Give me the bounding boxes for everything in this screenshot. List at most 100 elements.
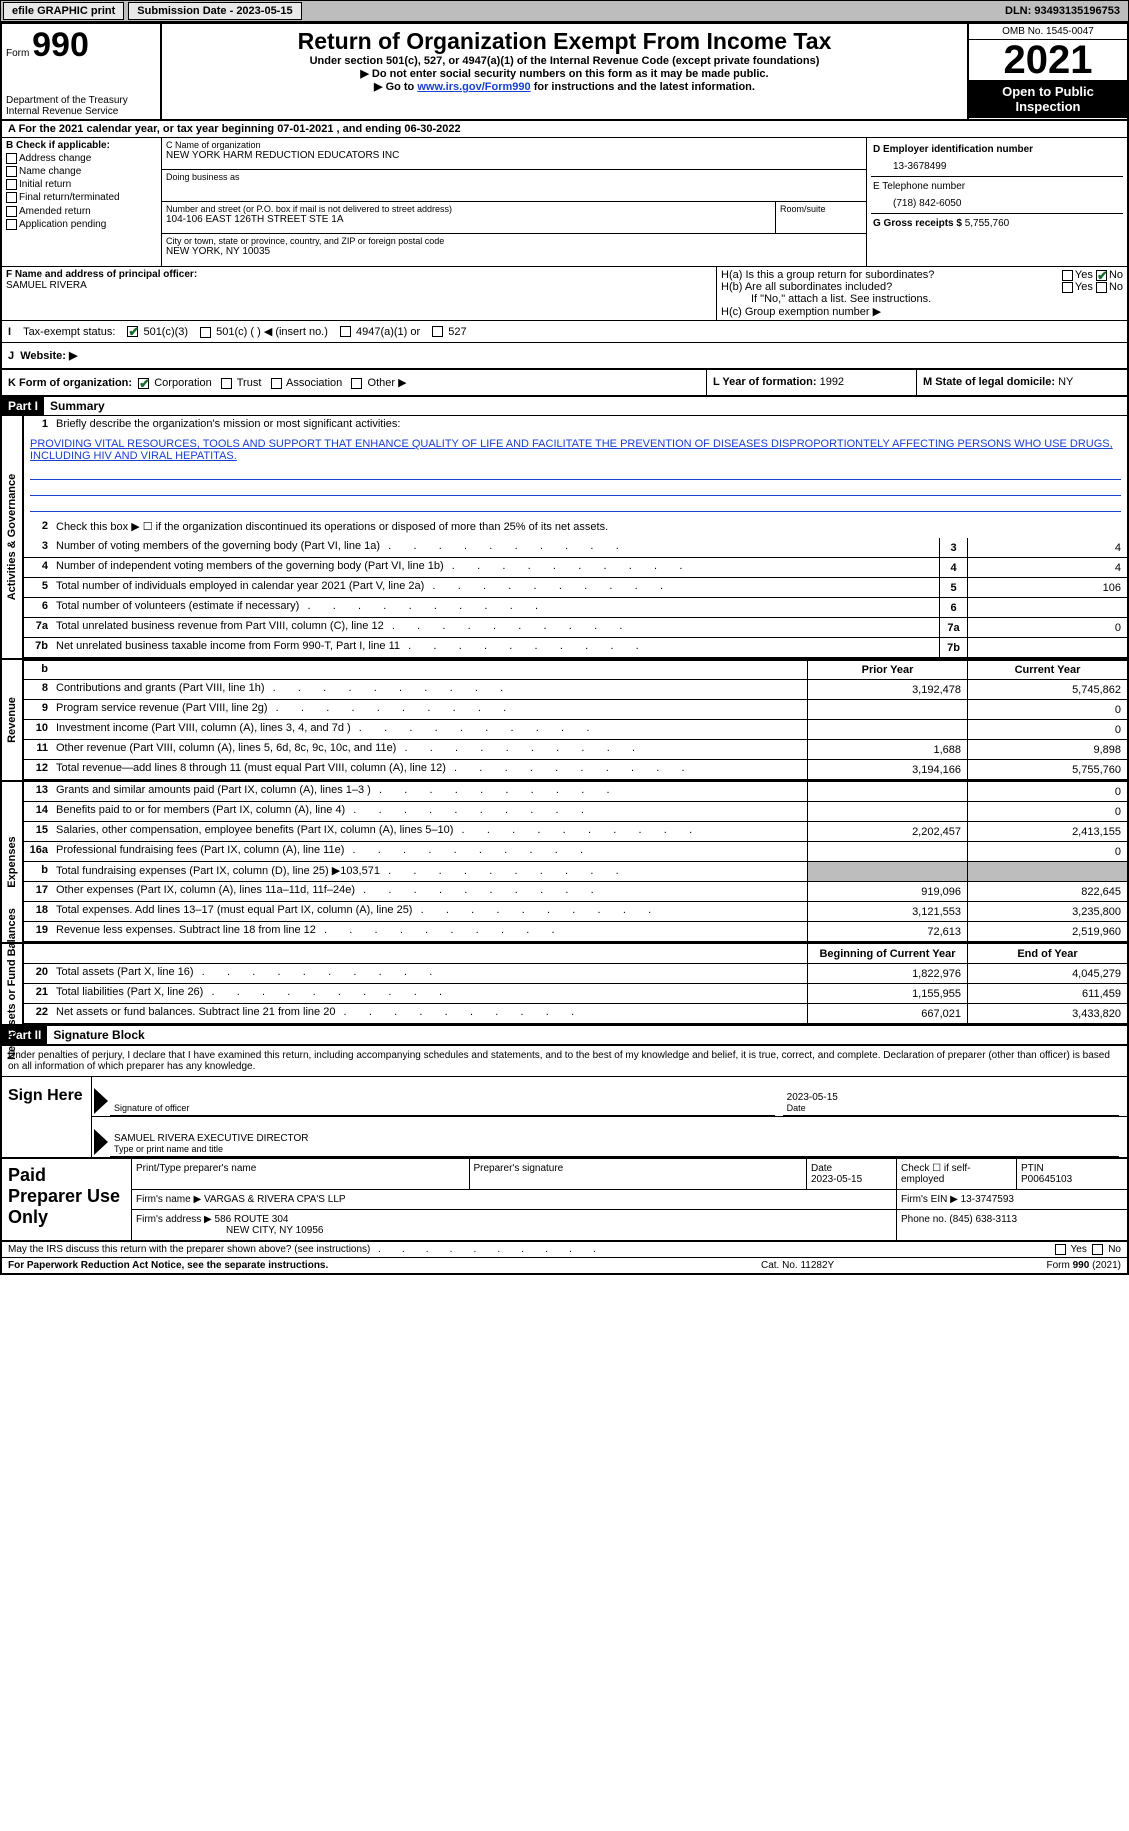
sig-arrow-1: [94, 1088, 108, 1114]
paid-preparer-block: Paid Preparer Use Only Print/Type prepar…: [2, 1159, 1127, 1242]
k-corp-check[interactable]: [138, 378, 149, 389]
i-527-check[interactable]: [432, 326, 443, 337]
g-gross: 5,755,760: [965, 218, 1010, 229]
f-officer: SAMUEL RIVERA: [6, 280, 712, 291]
irs-label: Internal Revenue Service: [6, 106, 156, 117]
line-num: 12: [24, 760, 52, 779]
prior-value: 667,021: [807, 1004, 967, 1023]
prep-date-label: Date: [811, 1163, 832, 1174]
k-other-check[interactable]: [351, 378, 362, 389]
discuss-no-check[interactable]: [1092, 1244, 1103, 1255]
hb-no-check[interactable]: [1096, 282, 1107, 293]
b-opt-initial[interactable]: Initial return: [6, 179, 157, 190]
summary-row-4: 4Number of independent voting members of…: [24, 558, 1127, 578]
mission-blank-1: [30, 466, 1121, 480]
line-text: Professional fundraising fees (Part IX, …: [52, 842, 807, 861]
c-room-label: Room/suite: [780, 204, 862, 214]
k-assoc-check[interactable]: [271, 378, 282, 389]
prior-value: 1,822,976: [807, 964, 967, 983]
summary-row-7a: 7aTotal unrelated business revenue from …: [24, 618, 1127, 638]
col-prior-year: Prior Year: [807, 661, 967, 679]
line-text: Other revenue (Part VIII, column (A), li…: [52, 740, 807, 759]
e-phone: (718) 842-6050: [873, 192, 1121, 209]
c-city: NEW YORK, NY 10035: [166, 246, 862, 257]
prep-firm: VARGAS & RIVERA CPA'S LLP: [204, 1194, 346, 1205]
b-opt-address[interactable]: Address change: [6, 153, 157, 164]
b-opt-pending[interactable]: Application pending: [6, 219, 157, 230]
c-addr-label: Number and street (or P.O. box if mail i…: [166, 204, 771, 214]
i-501c-check[interactable]: [200, 327, 211, 338]
summary-row-11: 11Other revenue (Part VIII, column (A), …: [24, 740, 1127, 760]
form-word: Form: [6, 48, 29, 59]
a-calendar-year: A For the 2021 calendar year, or tax yea…: [2, 121, 1127, 138]
part1-header-row: Part I Summary: [2, 397, 1127, 416]
submission-date-button[interactable]: Submission Date - 2023-05-15: [128, 2, 301, 20]
sign-here-label: Sign Here: [2, 1077, 92, 1157]
summary-row-6: 6Total number of volunteers (estimate if…: [24, 598, 1127, 618]
prior-value: 3,194,166: [807, 760, 967, 779]
l2-text: Check this box ▶ ☐ if the organization d…: [52, 518, 1127, 538]
summary-row-b: bTotal fundraising expenses (Part IX, co…: [24, 862, 1127, 882]
section-expenses: Expenses 13Grants and similar amounts pa…: [2, 782, 1127, 944]
note2-post: for instructions and the latest informat…: [531, 81, 755, 93]
vtab-netassets: Net Assets or Fund Balances: [2, 944, 24, 1024]
m-state: NY: [1058, 376, 1073, 388]
b-opt-final[interactable]: Final return/terminated: [6, 192, 157, 203]
summary-row-7b: 7bNet unrelated business taxable income …: [24, 638, 1127, 658]
sig-name: SAMUEL RIVERA EXECUTIVE DIRECTOR: [114, 1133, 1115, 1144]
f-block: F Name and address of principal officer:…: [2, 267, 717, 320]
prep-addr-label: Firm's address ▶: [136, 1214, 212, 1225]
header-right: OMB No. 1545-0047 2021 Open to Public In…: [967, 24, 1127, 119]
line-text: Total assets (Part X, line 16): [52, 964, 807, 983]
sig-date-label: Date: [787, 1103, 1115, 1113]
prep-addr1: 586 ROUTE 304: [215, 1214, 289, 1225]
i-4947-check[interactable]: [340, 326, 351, 337]
form-number: 990: [32, 26, 89, 64]
prior-value: [807, 720, 967, 739]
current-value: 5,745,862: [967, 680, 1127, 699]
k-label: K Form of organization:: [8, 377, 132, 389]
discuss-yes-check[interactable]: [1055, 1244, 1066, 1255]
efile-print-button[interactable]: efile GRAPHIC print: [3, 2, 124, 20]
header-left: Form 990 Department of the Treasury Inte…: [2, 24, 162, 119]
k-trust-check[interactable]: [221, 378, 232, 389]
mission-text: PROVIDING VITAL RESOURCES, TOOLS AND SUP…: [24, 436, 1127, 464]
summary-row-19: 19Revenue less expenses. Subtract line 1…: [24, 922, 1127, 942]
j-website: J Website: ▶: [2, 343, 1127, 370]
prior-value: 72,613: [807, 922, 967, 941]
b-opt-amended[interactable]: Amended return: [6, 206, 157, 217]
i-tax-exempt: I Tax-exempt status: 501(c)(3) 501(c) ( …: [2, 321, 1127, 343]
line-num: 10: [24, 720, 52, 739]
prep-phone: (845) 638-3113: [949, 1214, 1017, 1225]
irs-link[interactable]: www.irs.gov/Form990: [417, 81, 530, 93]
prior-value: 1,155,955: [807, 984, 967, 1003]
klm-row: K Form of organization: Corporation Trus…: [2, 370, 1127, 397]
b-checkboxes: B Check if applicable: Address change Na…: [2, 138, 162, 266]
i-501c3-check[interactable]: [127, 326, 138, 337]
b-opt-name[interactable]: Name change: [6, 166, 157, 177]
line-num: 18: [24, 902, 52, 921]
line-text: Total unrelated business revenue from Pa…: [52, 618, 939, 637]
section-revenue: Revenue b Prior Year Current Year 8Contr…: [2, 660, 1127, 782]
line-text: Investment income (Part VIII, column (A)…: [52, 720, 807, 739]
g-label: G Gross receipts $: [873, 218, 962, 229]
line-num: b: [24, 862, 52, 881]
hb-note: If "No," attach a list. See instructions…: [721, 293, 1123, 305]
part1-badge: Part I: [2, 397, 44, 415]
hb-yes-check[interactable]: [1062, 282, 1073, 293]
dept-treasury: Department of the Treasury: [6, 95, 156, 106]
m-block: M State of legal domicile: NY: [917, 370, 1127, 395]
part1-title: Summary: [44, 397, 111, 415]
prep-date: 2023-05-15: [811, 1174, 862, 1185]
ha-yes-check[interactable]: [1062, 270, 1073, 281]
line-text: Number of voting members of the governin…: [52, 538, 939, 557]
c-block: C Name of organization NEW YORK HARM RED…: [162, 138, 867, 266]
prep-name-label: Print/Type preparer's name: [132, 1159, 470, 1189]
l-year: 1992: [820, 376, 844, 388]
ha-no-check[interactable]: [1096, 270, 1107, 281]
prep-sig-label: Preparer's signature: [470, 1159, 808, 1189]
line-text: Total fundraising expenses (Part IX, col…: [52, 862, 807, 881]
prep-self-label: Check ☐ if self-employed: [897, 1159, 1017, 1189]
prep-ein-label: Firm's EIN ▶: [901, 1194, 958, 1205]
line-text: Total revenue—add lines 8 through 11 (mu…: [52, 760, 807, 779]
